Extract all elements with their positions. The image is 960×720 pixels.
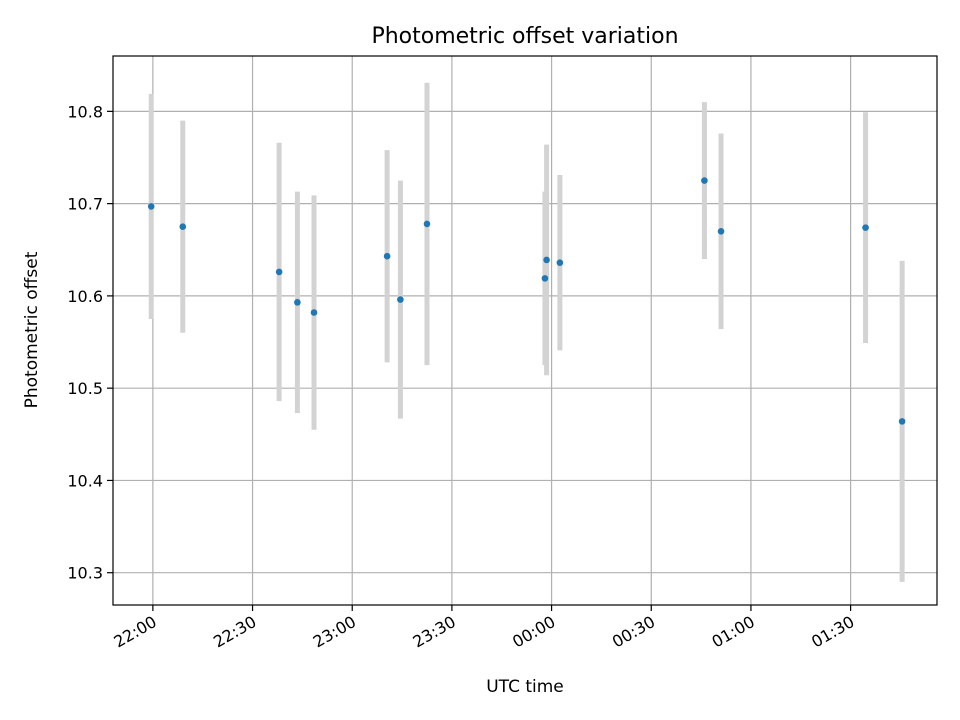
data-point — [147, 203, 155, 210]
x-axis: 22:00 22:30 23:00 23:30 00:00 00:30 01:00 01:30 — [110, 605, 858, 652]
y-axis-label: Photometric offset — [22, 251, 42, 408]
data-point — [423, 220, 431, 228]
x-tick-label: 00:00 — [509, 612, 558, 652]
data-point — [543, 256, 550, 264]
data-point — [556, 259, 564, 266]
grid — [113, 56, 937, 605]
data-point — [310, 309, 318, 316]
data-points — [147, 177, 906, 425]
x-tick-label: 22:00 — [110, 612, 159, 652]
y-tick-label: 10.3 — [67, 564, 103, 583]
y-tick-label: 10.8 — [67, 102, 103, 121]
x-tick-label: 01:30 — [808, 612, 857, 652]
data-point — [383, 252, 391, 260]
plot-frame — [112, 55, 938, 606]
x-tick-label: 00:30 — [609, 612, 658, 652]
y-tick-label: 10.4 — [67, 471, 103, 490]
x-tick-label: 22:30 — [210, 612, 259, 652]
data-point — [862, 224, 869, 231]
y-tick-label: 10.6 — [67, 287, 103, 306]
chart-title: Photometric offset variation — [371, 24, 678, 49]
data-point — [294, 299, 301, 306]
y-tick-label: 10.7 — [67, 195, 103, 214]
y-axis: 10.3 10.4 10.5 10.6 10.7 10.8 — [67, 102, 113, 583]
data-point — [397, 296, 404, 303]
data-point — [898, 418, 906, 425]
x-axis-label: UTC time — [486, 677, 564, 697]
x-tick-label: 23:00 — [310, 612, 359, 652]
y-tick-label: 10.5 — [67, 379, 103, 398]
error-bars — [148, 82, 905, 582]
data-point — [541, 275, 549, 282]
x-tick-label: 23:30 — [409, 612, 458, 652]
data-point — [275, 268, 283, 276]
x-tick-label: 01:00 — [709, 612, 758, 652]
data-point — [701, 177, 708, 184]
data-point — [179, 223, 187, 230]
data-point — [717, 228, 725, 235]
